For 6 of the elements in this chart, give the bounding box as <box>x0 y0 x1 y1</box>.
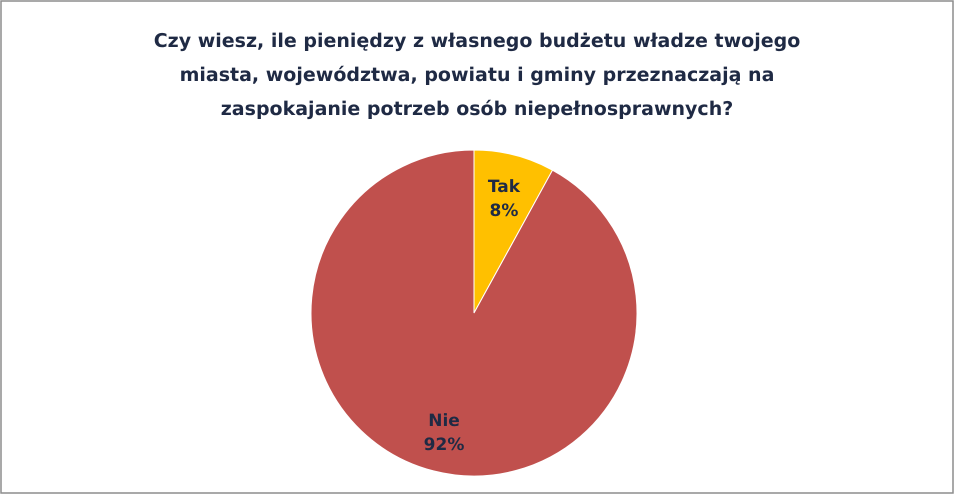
data-label: 8% <box>490 201 518 222</box>
data-label: 92% <box>424 434 464 455</box>
slice-label: Nie <box>428 410 460 431</box>
slice-label: Tak <box>488 177 521 198</box>
chart-title: Czy wiesz, ile pieniędzy z własnego budżetu władze twojego miasta, województwa, powiatu i gminy przeznaczają na zaspokajanie potrzeb osób niepełnosprawnych? <box>154 30 800 120</box>
pie-slice <box>310 150 638 476</box>
